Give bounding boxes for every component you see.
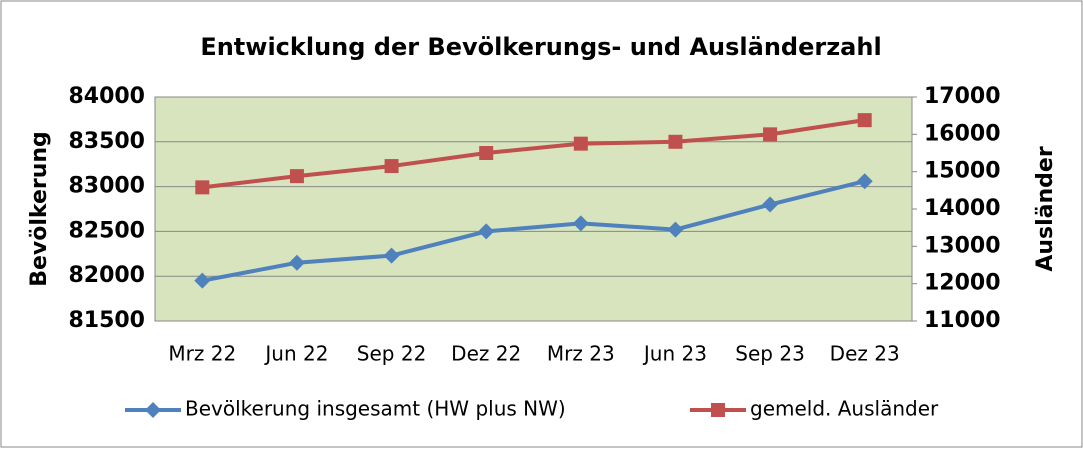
- y2-tick-label: 14000: [924, 196, 1001, 221]
- x-tick-label: Sep 23: [735, 342, 805, 366]
- y2-tick-label: 13000: [924, 233, 1001, 258]
- data-point: [762, 196, 779, 213]
- data-point: [383, 247, 400, 264]
- y-tick-label: 83500: [68, 129, 145, 154]
- series-line: [201, 179, 866, 283]
- x-tick-label: Dez 22: [451, 342, 521, 366]
- y-axis-title: Bevölkerung: [27, 131, 52, 287]
- x-tick-label: Sep 22: [357, 342, 427, 366]
- data-point: [479, 146, 494, 160]
- legend-label: Bevölkerung insgesamt (HW plus NW): [185, 397, 566, 421]
- y-tick-label: 81500: [68, 308, 145, 333]
- x-tick-label: Dez 23: [830, 342, 900, 366]
- y-tick-label: 82000: [68, 263, 145, 288]
- data-point: [288, 254, 305, 271]
- data-point: [668, 134, 683, 149]
- x-tick-label: Mrz 23: [547, 342, 615, 366]
- data-point: [763, 127, 778, 142]
- x-tick-label: Mrz 22: [168, 342, 236, 366]
- series-line: [202, 118, 865, 190]
- data-point: [667, 221, 684, 238]
- legend-marker: [711, 403, 725, 417]
- y2-axis-title: Ausländer: [1033, 146, 1058, 272]
- y2-tick-label: 15000: [924, 159, 1001, 184]
- data-point: [573, 136, 588, 151]
- data-point: [289, 169, 304, 184]
- plot-area: [154, 96, 913, 322]
- data-point: [857, 113, 872, 128]
- legend-marker: [145, 402, 161, 418]
- y2-tick-label: 11000: [924, 308, 1001, 333]
- y-tick-label: 84000: [68, 84, 145, 109]
- x-tick-label: Jun 22: [263, 342, 328, 366]
- data-point: [572, 215, 589, 232]
- chart-title: Entwicklung der Bevölkerungs- und Auslän…: [200, 33, 881, 61]
- data-point: [856, 173, 873, 190]
- y2-tick-label: 12000: [924, 271, 1001, 296]
- y2-tick-label: 16000: [924, 121, 1001, 146]
- y-tick-label: 82500: [68, 218, 145, 243]
- data-point: [384, 159, 399, 174]
- data-point: [195, 180, 210, 195]
- data-point: [478, 223, 495, 240]
- x-tick-label: Jun 23: [642, 342, 707, 366]
- legend-label: gemeld. Ausländer: [750, 397, 939, 421]
- y-tick-label: 83000: [68, 174, 145, 199]
- y2-tick-label: 17000: [924, 84, 1001, 109]
- data-point: [194, 272, 211, 289]
